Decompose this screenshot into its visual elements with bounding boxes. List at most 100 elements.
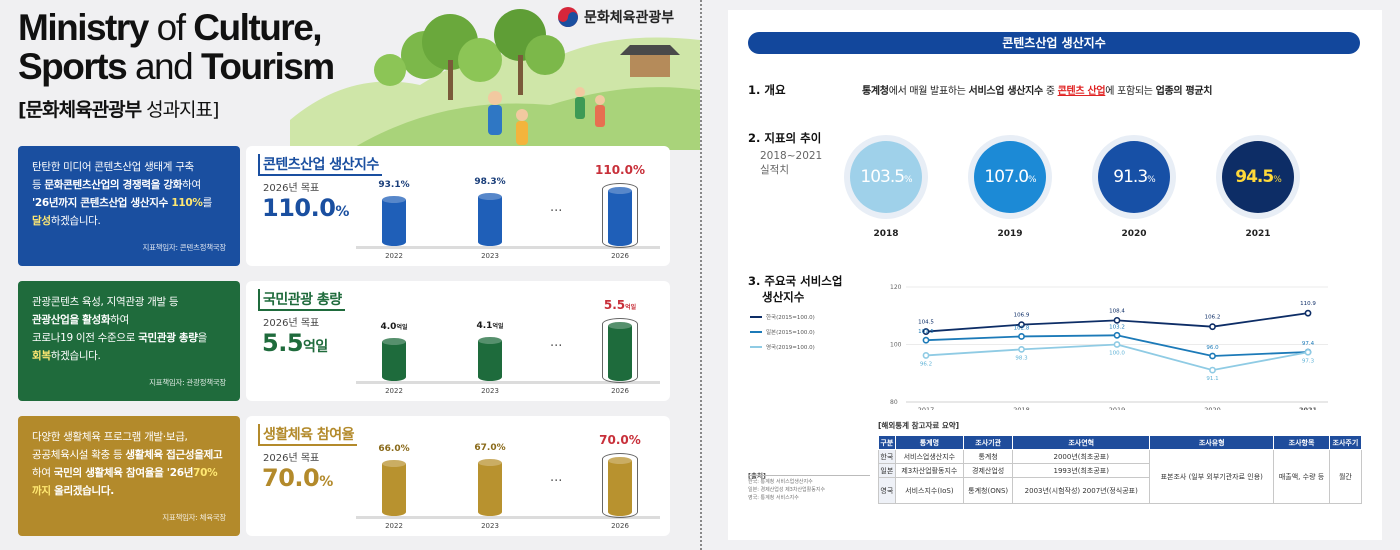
bar-2023 bbox=[478, 337, 502, 381]
indicator-description-text: 다양한 생활체육 프로그램 개발·보급, 공공체육시설 확충 등 생활체육 접근성… bbox=[32, 428, 226, 500]
bar-2022 bbox=[382, 196, 406, 246]
section-subtitle: [문화체육관광부 성과지표] bbox=[18, 99, 219, 121]
data-label: 102.8 bbox=[1014, 325, 1030, 331]
description-segment: 110% bbox=[171, 197, 203, 209]
target-number: 110.0 bbox=[262, 194, 336, 222]
bar-cap bbox=[382, 460, 406, 467]
trend-circle-2021: 94.5% bbox=[1222, 141, 1294, 213]
bar-value-label: 66.0% bbox=[364, 444, 424, 454]
bar-cap bbox=[478, 193, 502, 200]
circle-value: 103.5 bbox=[860, 167, 905, 187]
bar-year: 2022 bbox=[385, 522, 403, 530]
bar-value: 93.1% bbox=[378, 180, 410, 190]
bar-value: 5.5 bbox=[603, 298, 626, 312]
description-segment: 관광콘텐츠 육성, 지역관광 개발 등 bbox=[32, 296, 179, 308]
bar-value: 67.0% bbox=[474, 443, 506, 453]
bar-2022 bbox=[382, 338, 406, 381]
table-cell: 1993년(최초공표) bbox=[1012, 463, 1151, 478]
description-segment: 70%까지 bbox=[32, 467, 218, 497]
description-segment: 공공체육시설 확충 등 bbox=[32, 449, 126, 461]
series-point bbox=[1113, 341, 1121, 348]
indicator-tag: 콘텐츠산업 생산지수 bbox=[258, 154, 382, 176]
circle-year: 2021 bbox=[1245, 229, 1271, 239]
data-label: 96.2 bbox=[920, 361, 932, 367]
table-header: 조사기관 bbox=[963, 435, 1014, 450]
ellipsis-dots: ··· bbox=[550, 204, 563, 219]
table-row: 영국 서비스지수(IoS) 통계청(ONS) 2003년(시험작성) 2007년(정식… bbox=[878, 477, 1362, 504]
panel-divider bbox=[700, 0, 702, 550]
reference-table: 구분 통계명 조사기관 조사연혁 조사유형 조사항목 조사주기 한국 서비스업생산지수 통계청 2… bbox=[878, 435, 1363, 504]
circle-unit: % bbox=[1028, 174, 1037, 185]
table-cell: 제3차산업활동지수 bbox=[894, 463, 965, 478]
target-number: 70.0 bbox=[262, 464, 320, 492]
target-unit: 억일 bbox=[303, 339, 328, 355]
table-cell: 영국 bbox=[878, 477, 896, 504]
bar-2022 bbox=[382, 460, 406, 516]
data-label: 97.3 bbox=[1302, 358, 1315, 364]
description-segment: 하겠습니다. bbox=[50, 215, 101, 227]
indicator-responsible: 지표책임자: 콘텐츠정책국장 bbox=[142, 243, 226, 252]
bar-value: 4.1 bbox=[476, 321, 493, 331]
table-merged-cell: 표본조사 (일부 외부기관자료 인용) bbox=[1149, 449, 1275, 504]
table-header: 조사항목 bbox=[1273, 435, 1330, 450]
target-number: 5.5 bbox=[262, 329, 304, 357]
series-point bbox=[922, 336, 930, 344]
bar-unit: 억일 bbox=[492, 323, 504, 330]
data-label: 110.9 bbox=[1300, 301, 1316, 307]
indicator-responsible: 지표책임자: 체육국장 bbox=[162, 513, 226, 522]
trend-actual-label: 실적치 bbox=[760, 164, 789, 176]
description-segment: 문화콘텐츠산업의 경쟁력을 강화 bbox=[44, 179, 183, 191]
series-point bbox=[1018, 345, 1025, 353]
table-header: 조사연혁 bbox=[1012, 435, 1151, 450]
bar-cap bbox=[478, 337, 502, 344]
bar-value-label: 110.0% bbox=[590, 163, 650, 177]
x-tick-label: 2019 bbox=[1109, 406, 1126, 410]
table-cell: 한국 bbox=[878, 449, 896, 464]
bar-value-label: 98.3% bbox=[460, 177, 520, 187]
indicator-description: 다양한 생활체육 프로그램 개발·보급, 공공체육시설 확충 등 생활체육 접근성… bbox=[18, 416, 240, 536]
legend-label: 한국(2015=100.0) bbox=[766, 315, 815, 321]
indicator-card: 국민관광 총량 2026년 목표 5.5억일 4.0억일 2022 4.1억일 2023 5.… bbox=[246, 281, 670, 401]
source-line: 영국: 통계청 서비스지수 bbox=[748, 495, 799, 501]
circle-unit: % bbox=[904, 174, 913, 185]
table-cell: 통계청(ONS) bbox=[963, 477, 1014, 504]
table-header: 통계명 bbox=[894, 435, 965, 450]
description-segment: 탄탄한 미디어 콘텐츠산업 생태계 구축 bbox=[32, 161, 194, 173]
bar-value-label: 4.1억일 bbox=[460, 321, 520, 331]
circle-value: 107.0 bbox=[984, 167, 1029, 187]
series-point bbox=[1113, 331, 1121, 339]
table-merged-cell: 매출액, 수량 등 bbox=[1273, 449, 1330, 504]
series-point bbox=[1304, 309, 1312, 317]
legend-swatch bbox=[750, 346, 762, 348]
data-label: 103.2 bbox=[1109, 324, 1125, 330]
source-line: 한국: 통계청 서비스업생산지수 bbox=[748, 479, 813, 485]
table-cell: 2003년(시험작성) 2007년(정식공표) bbox=[1012, 477, 1151, 504]
ellipsis-dots: ··· bbox=[550, 339, 563, 354]
bar-value-label: 5.5억일 bbox=[590, 298, 650, 312]
indicator-card: 생활체육 참여율 2026년 목표 70.0% 66.0% 2022 67.0% 2023 7… bbox=[246, 416, 670, 536]
x-tick-label: 2017 bbox=[918, 406, 935, 410]
section-intl-heading: 3. 주요국 서비스업 생산지수 bbox=[748, 274, 843, 304]
series-point bbox=[922, 328, 930, 335]
legend-item: 영국(2019=100.0) bbox=[750, 343, 815, 351]
detail-title-bar: 콘텐츠산업 생산지수 bbox=[748, 32, 1360, 54]
target-value: 5.5억일 bbox=[262, 329, 328, 357]
bar-cap bbox=[382, 338, 406, 345]
table-row: 일본 제3차산업활동지수 경제산업성 1993년(최초공표) bbox=[878, 463, 1362, 478]
bar-year: 2023 bbox=[481, 522, 499, 530]
bar-unit: 억일 bbox=[625, 304, 637, 311]
circle-year: 2018 bbox=[873, 229, 899, 239]
x-tick-label: 2020 bbox=[1204, 406, 1221, 410]
content-index-detail-panel: 콘텐츠산업 생산지수 1. 개요 통계청에서 매월 발표하는 서비스업 생산지수… bbox=[728, 10, 1382, 540]
bar-value: 98.3% bbox=[474, 177, 506, 187]
ministry-name: 문화체육관광부 bbox=[584, 10, 675, 26]
series-point bbox=[1113, 316, 1121, 324]
circle-year: 2019 bbox=[997, 229, 1023, 239]
description-segment: 달성 bbox=[32, 215, 51, 227]
y-tick-label: 100 bbox=[890, 342, 902, 349]
legend-swatch bbox=[750, 316, 762, 318]
circle-value: 91.3 bbox=[1113, 167, 1148, 187]
legend-swatch bbox=[750, 331, 762, 333]
table-cell: 2000년(최초공표) bbox=[1012, 449, 1151, 464]
source-line: 일본: 경제산업성 제3차산업활동지수 bbox=[748, 487, 826, 493]
